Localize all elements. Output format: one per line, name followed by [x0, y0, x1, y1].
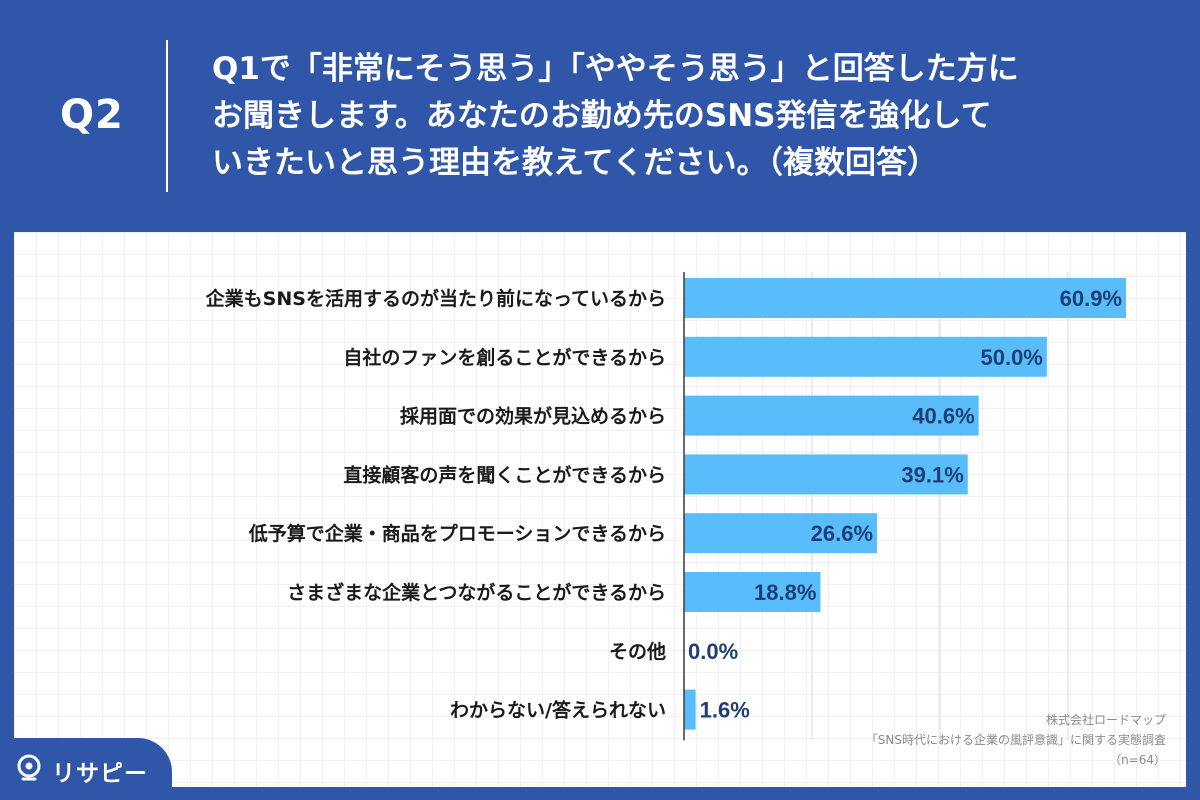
category-label: 低予算で企業・商品をプロモーションできるから	[248, 522, 666, 545]
value-label: 40.6%	[912, 404, 974, 429]
bar	[684, 278, 1126, 318]
category-label: さまざまな企業とつながることができるから	[287, 581, 666, 604]
bar	[684, 689, 696, 730]
category-label: 自社のファンを創ることができるから	[343, 346, 666, 369]
header-divider	[166, 40, 168, 192]
question-line: いきたいと思う理由を教えてください。（複数回答）	[212, 145, 939, 181]
source-survey: 「SNS時代における企業の風評意識」に関する実態調査	[865, 733, 1166, 747]
pin-icon	[17, 754, 41, 781]
question-line: Q1で「非常にそう思う」「ややそう思う」と回答した方に	[212, 51, 1019, 87]
value-label: 39.1%	[901, 462, 963, 487]
question-line: お聞きします。あなたのお勤め先のSNS発信を強化して	[212, 98, 992, 134]
value-label: 50.0%	[980, 345, 1042, 370]
category-label: わからない/答えられない	[450, 699, 666, 722]
category-label: 直接顧客の声を聞くことができるから	[343, 463, 666, 486]
question-number: Q2	[60, 92, 124, 138]
value-label: 18.8%	[754, 580, 816, 605]
bar	[684, 395, 979, 436]
bar	[684, 336, 1047, 377]
source-note: 株式会社ロードマップ 「SNS時代における企業の風評意識」に関する実態調査 （n…	[746, 710, 1166, 770]
bar-chart: 企業もSNSを活用するのが当たり前になっているから 60.9% 自社のファンを創るこ…	[205, 272, 1126, 741]
bar	[684, 454, 968, 495]
question-header: Q2 Q1で「非常にそう思う」「ややそう思う」と回答した方に お聞きします。あな…	[0, 0, 1200, 232]
chart-panel: 企業もSNSを活用するのが当たり前になっているから 60.9% 自社のファンを創るこ…	[14, 232, 1186, 787]
value-label: 1.6%	[700, 698, 750, 723]
source-sample: （n=64）	[1109, 753, 1166, 767]
bar	[684, 513, 878, 554]
bar	[684, 572, 821, 612]
value-label: 26.6%	[811, 521, 873, 546]
category-label: その他	[609, 640, 666, 663]
category-label: 企業もSNSを活用するのが当たり前になっているから	[205, 287, 666, 310]
value-label: 0.0%	[688, 639, 738, 664]
brand-name: リサピー	[52, 761, 148, 787]
brand-logo: リサピー	[0, 738, 172, 800]
question-text: Q1で「非常にそう思う」「ややそう思う」と回答した方に お聞きします。あなたのお…	[212, 46, 1162, 187]
category-label: 採用面での効果が見込めるから	[400, 405, 666, 428]
value-label: 60.9%	[1060, 286, 1122, 311]
source-company: 株式会社ロードマップ	[1045, 713, 1166, 727]
